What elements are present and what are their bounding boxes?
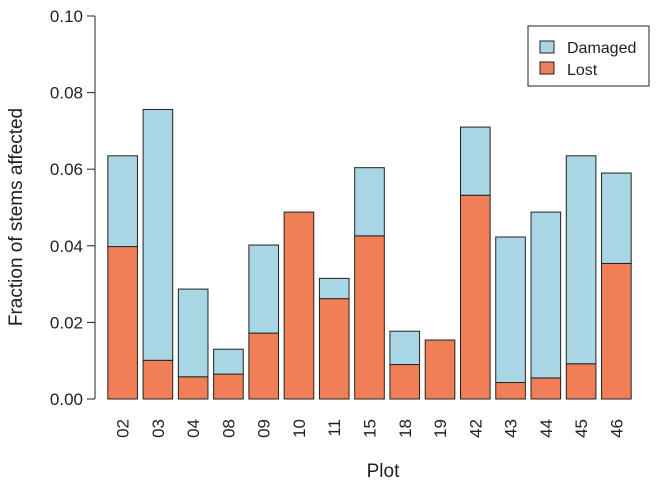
x-tick-label: 08 [219, 419, 238, 438]
x-tick-label: 04 [184, 419, 203, 438]
bar-damaged-46 [601, 172, 632, 264]
bar-damaged-44 [530, 211, 562, 379]
bar-lost-15 [354, 235, 385, 400]
bar-lost-03 [142, 359, 174, 400]
bar-damaged-03 [142, 108, 174, 361]
x-axis-label: Plot [367, 461, 400, 482]
x-tick-label: 18 [396, 419, 415, 438]
y-tick-label: 0.06 [50, 160, 83, 179]
bar-lost-11 [318, 298, 350, 400]
bar-damaged-09 [248, 244, 280, 334]
bar-lost-18 [389, 364, 421, 400]
y-tick-label: 0.04 [50, 237, 83, 256]
legend-swatch-lost [539, 61, 555, 75]
bar-lost-42 [459, 194, 491, 400]
bar-damaged-18 [389, 330, 421, 366]
bar-lost-46 [601, 262, 632, 400]
y-axis: 0.00 0.02 0.04 0.06 0.08 0.10 [50, 7, 96, 409]
x-tick-label: 10 [290, 419, 309, 438]
bar-lost-10 [283, 211, 315, 400]
bar-damaged-02 [107, 155, 138, 248]
bars [107, 108, 632, 400]
x-tick-label: 09 [255, 419, 274, 438]
y-tick-label: 0.02 [50, 313, 83, 332]
bar-lost-04 [177, 376, 209, 400]
y-tick-label: 0.10 [50, 7, 83, 26]
bar-lost-43 [495, 382, 526, 400]
legend-box [527, 25, 650, 87]
legend: Damaged Lost [527, 25, 650, 87]
x-tick-label: 15 [361, 419, 380, 438]
x-tick-label: 44 [537, 419, 556, 438]
x-tick-label: 46 [607, 419, 626, 438]
bar-lost-09 [248, 332, 280, 400]
x-tick-label: 11 [325, 419, 344, 437]
x-tick-label: 43 [502, 419, 521, 438]
legend-swatch-damaged [539, 40, 555, 54]
bar-lost-08 [213, 373, 244, 400]
legend-label-lost: Lost [567, 62, 598, 79]
x-tick-label: 03 [149, 419, 168, 438]
bar-lost-19 [424, 339, 456, 400]
bar-lost-02 [107, 246, 138, 400]
bar-damaged-45 [565, 155, 597, 365]
x-tick-label: 02 [114, 419, 133, 438]
x-tick-label: 42 [466, 419, 485, 438]
y-tick-label: 0.08 [50, 84, 83, 103]
y-tick-label: 0.00 [50, 390, 83, 409]
bar-damaged-04 [177, 288, 209, 378]
legend-label-damaged: Damaged [567, 40, 636, 57]
bar-damaged-08 [213, 348, 244, 375]
bar-damaged-15 [354, 167, 385, 237]
bar-lost-45 [565, 363, 597, 400]
x-axis-tick-labels: 02 03 04 08 09 10 11 15 18 19 42 43 44 45 46 [114, 419, 627, 438]
bar-damaged-43 [495, 236, 526, 384]
x-tick-label: 19 [431, 419, 450, 438]
bar-lost-44 [530, 377, 562, 400]
y-axis-label: Fraction of stems affected [6, 108, 27, 326]
bar-damaged-11 [318, 277, 350, 300]
bar-damaged-42 [459, 126, 491, 196]
x-tick-label: 45 [572, 419, 591, 438]
